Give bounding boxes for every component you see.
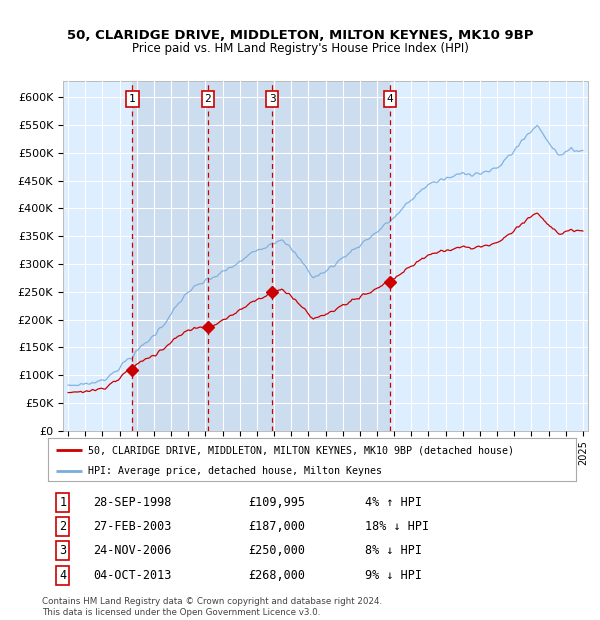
Text: 1: 1 [59,496,67,509]
Text: 4% ↑ HPI: 4% ↑ HPI [365,496,422,509]
Text: 24-NOV-2006: 24-NOV-2006 [93,544,171,557]
Bar [208,81,272,431]
Text: Contains HM Land Registry data © Crown copyright and database right 2024.: Contains HM Land Registry data © Crown c… [42,597,382,606]
Text: £109,995: £109,995 [248,496,305,509]
Text: 3: 3 [269,94,275,104]
Text: 2: 2 [59,520,67,533]
Text: 4: 4 [386,94,393,104]
Text: 18% ↓ HPI: 18% ↓ HPI [365,520,429,533]
Text: 1: 1 [129,94,136,104]
Text: 04-OCT-2013: 04-OCT-2013 [93,569,171,582]
Text: 8% ↓ HPI: 8% ↓ HPI [365,544,422,557]
Text: This data is licensed under the Open Government Licence v3.0.: This data is licensed under the Open Gov… [42,608,320,617]
Text: 4: 4 [59,569,67,582]
Bar [272,81,390,431]
Text: £187,000: £187,000 [248,520,305,533]
Text: 9% ↓ HPI: 9% ↓ HPI [365,569,422,582]
Text: 2: 2 [205,94,211,104]
Text: 27-FEB-2003: 27-FEB-2003 [93,520,171,533]
Text: Price paid vs. HM Land Registry's House Price Index (HPI): Price paid vs. HM Land Registry's House … [131,42,469,55]
Bar [133,81,208,431]
Text: 3: 3 [59,544,67,557]
Text: £250,000: £250,000 [248,544,305,557]
Text: 28-SEP-1998: 28-SEP-1998 [93,496,171,509]
Text: HPI: Average price, detached house, Milton Keynes: HPI: Average price, detached house, Milt… [88,466,382,476]
Text: £268,000: £268,000 [248,569,305,582]
Text: 50, CLARIDGE DRIVE, MIDDLETON, MILTON KEYNES, MK10 9BP (detached house): 50, CLARIDGE DRIVE, MIDDLETON, MILTON KE… [88,445,514,455]
Text: 50, CLARIDGE DRIVE, MIDDLETON, MILTON KEYNES, MK10 9BP: 50, CLARIDGE DRIVE, MIDDLETON, MILTON KE… [67,30,533,42]
